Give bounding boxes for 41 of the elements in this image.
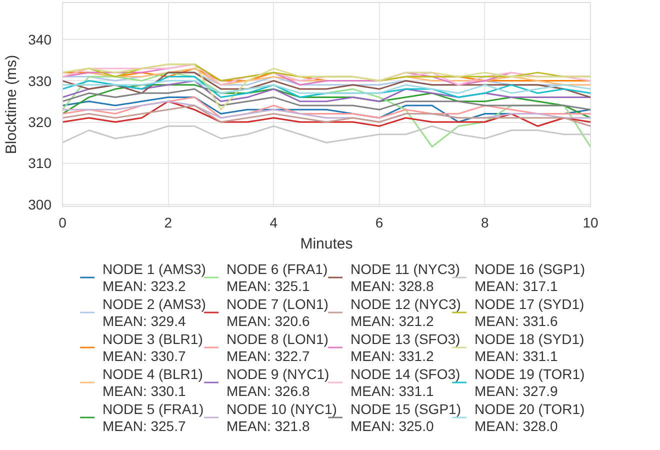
legend-label: NODE 19 (TOR1) MEAN: 327.9 bbox=[474, 366, 585, 399]
y-tick-label: 320 bbox=[28, 114, 52, 130]
y-tick-label: 340 bbox=[28, 32, 52, 48]
legend-label: NODE 16 (SGP1) MEAN: 317.1 bbox=[474, 261, 585, 294]
legend-label: NODE 11 (NYC3) MEAN: 328.8 bbox=[350, 261, 460, 294]
x-tick-label: 0 bbox=[58, 214, 67, 230]
line-series bbox=[62, 125, 590, 144]
legend-label: NODE 20 (TOR1) MEAN: 328.0 bbox=[474, 401, 585, 434]
legend-label: NODE 17 (SYD1) MEAN: 331.6 bbox=[474, 296, 584, 329]
x-tick-label: 2 bbox=[164, 214, 172, 230]
y-tick-label: 330 bbox=[28, 72, 52, 89]
x-tick-label: 10 bbox=[582, 214, 598, 230]
line-series bbox=[62, 84, 590, 119]
legend-label: NODE 2 (AMS3) MEAN: 329.4 bbox=[102, 296, 206, 329]
legend-label: NODE 7 (LON1) MEAN: 320.6 bbox=[226, 296, 328, 329]
legend-label: NODE 14 (SFO3) MEAN: 331.1 bbox=[350, 366, 460, 399]
legend-label: NODE 6 (FRA1) MEAN: 325.1 bbox=[226, 261, 328, 294]
x-tick-label: 8 bbox=[481, 214, 490, 230]
legend-label: NODE 13 (SFO3) MEAN: 331.2 bbox=[350, 331, 460, 364]
line-series bbox=[62, 80, 590, 94]
legend-label: NODE 10 (NYC1) MEAN: 321.8 bbox=[226, 401, 337, 434]
line-series bbox=[62, 88, 590, 110]
legend-label: NODE 15 (SGP1) MEAN: 325.0 bbox=[350, 401, 461, 434]
legend-label: NODE 18 (SYD1) MEAN: 331.1 bbox=[474, 331, 584, 364]
line-series bbox=[62, 64, 590, 110]
legend-label: NODE 9 (NYC1) MEAN: 326.8 bbox=[226, 366, 330, 399]
y-tick-label: 300 bbox=[28, 196, 52, 212]
line-series bbox=[62, 96, 590, 119]
x-tick-label: 4 bbox=[270, 214, 278, 230]
y-tick-label: 310 bbox=[28, 155, 52, 172]
line-series bbox=[62, 104, 590, 127]
y-axis-title: Blocktime (ms) bbox=[3, 54, 20, 154]
legend-label: NODE 5 (FRA1) MEAN: 325.7 bbox=[102, 401, 204, 434]
legend-label: NODE 3 (BLR1) MEAN: 330.7 bbox=[102, 331, 203, 364]
x-axis-title: Minutes bbox=[300, 236, 353, 252]
legend-label: NODE 8 (LON1) MEAN: 322.7 bbox=[226, 331, 328, 364]
line-series bbox=[62, 100, 590, 127]
legend-label: NODE 12 (NYC3) MEAN: 321.2 bbox=[350, 296, 461, 329]
legend-label: NODE 1 (AMS3) MEAN: 323.2 bbox=[102, 261, 206, 294]
x-tick-label: 6 bbox=[375, 214, 384, 230]
legend-label: NODE 4 (BLR1) MEAN: 330.1 bbox=[102, 366, 203, 399]
